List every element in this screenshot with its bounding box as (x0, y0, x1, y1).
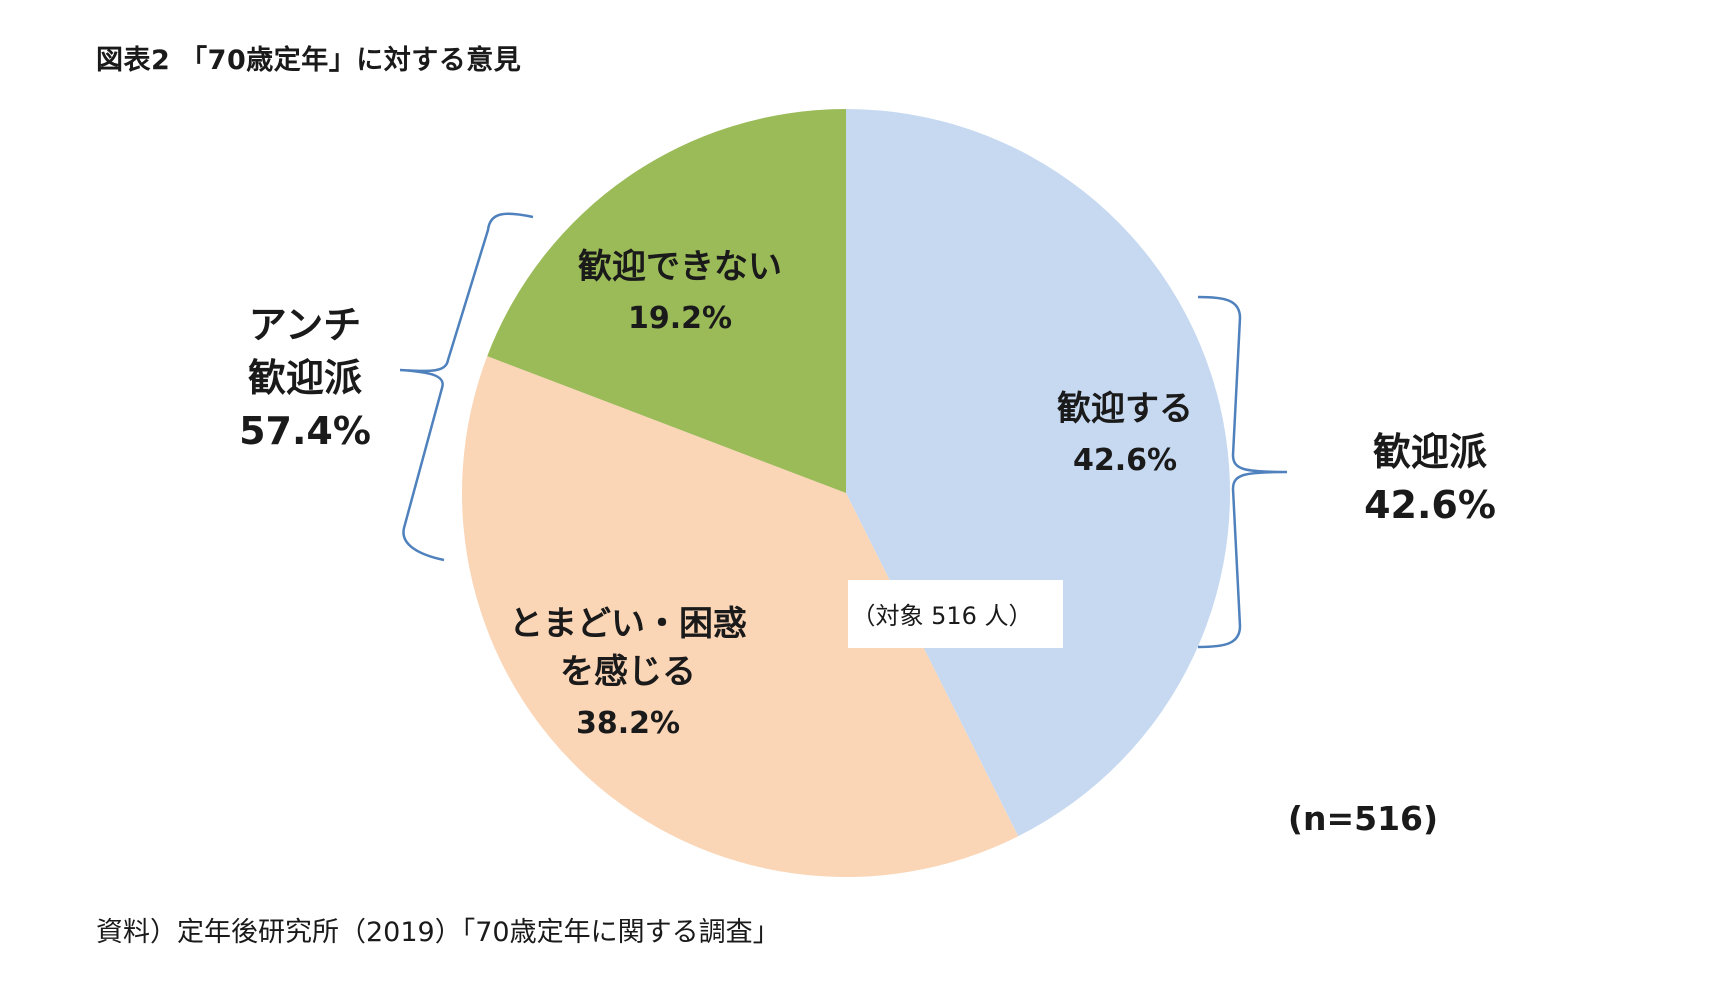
slice-value-label-1: 38.2% (576, 706, 680, 741)
center-note-box (848, 580, 1063, 648)
pie-slice-0 (846, 109, 1231, 837)
source-note: 資料）定年後研究所（2019）「70歳定年に関する調査」 (96, 917, 780, 948)
slice-label-1-line-0: とまどい・困惑 (509, 604, 747, 644)
slice-value-label-0: 42.6% (1073, 443, 1177, 478)
bracket-right (1197, 295, 1288, 649)
group-label-right-line-1: 42.6% (1364, 483, 1496, 527)
slice-label-1-line-1: を感じる (560, 652, 696, 692)
slice-label-0-line-0: 歓迎する (1057, 389, 1193, 429)
pie-slice-2 (487, 109, 846, 493)
center-note: （対象 516 人） (848, 580, 1063, 648)
group-label-right-line-0: 歓迎派 (1373, 430, 1487, 474)
group-label-left-line-0: アンチ (249, 303, 361, 347)
pie-slice-1 (461, 356, 1019, 878)
figure-title: 図表2 「70歳定年」に対する意見 (96, 45, 522, 76)
group-label-left-line-2: 57.4% (239, 409, 371, 453)
group-brackets (399, 212, 1288, 649)
slice-label-2-line-0: 歓迎できない (578, 247, 782, 287)
sample-size-label: (n=516) (1288, 799, 1438, 838)
center-note-text: （対象 516 人） (851, 602, 1032, 630)
group-label-left-line-1: 歓迎派 (248, 356, 362, 400)
slice-value-label-2: 19.2% (628, 301, 732, 336)
bracket-left (399, 212, 534, 562)
pie-slices (461, 109, 1231, 878)
